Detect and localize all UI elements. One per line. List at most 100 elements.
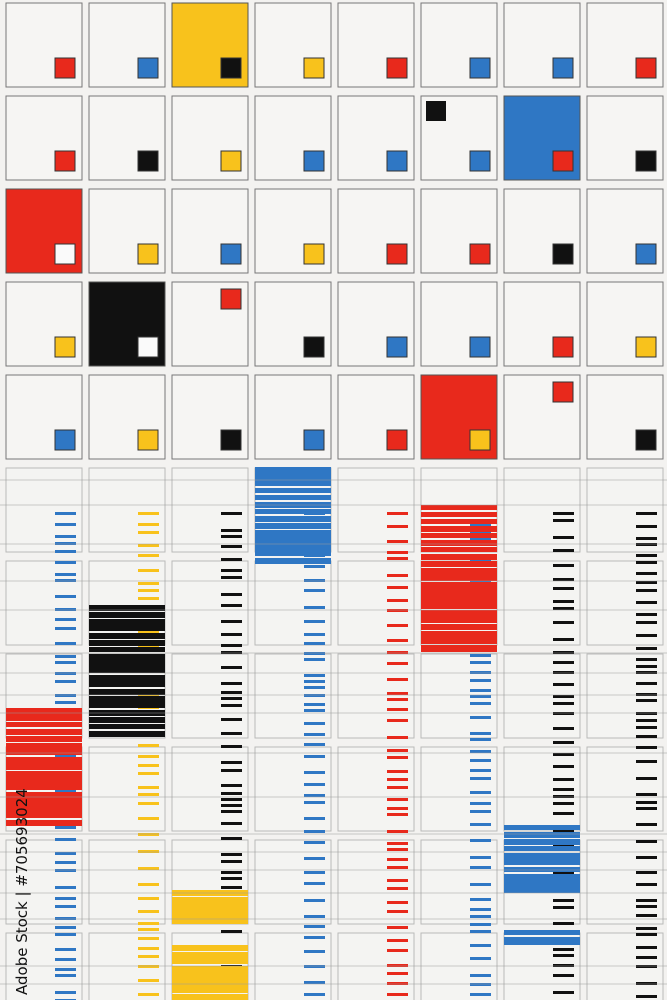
small-square [54,429,76,451]
stripe [387,749,408,752]
block-stripe [89,661,165,668]
stripe [304,686,325,689]
stripe [55,661,76,664]
block-stripe [6,743,82,750]
small-square [54,57,76,79]
stripe [304,620,325,623]
block-stripe [6,715,82,721]
stripe [553,778,574,781]
stripe [553,829,574,832]
stripe [304,899,325,902]
stripe [221,529,242,532]
stripe [304,817,325,820]
small-square [137,336,159,358]
stripe [553,802,574,805]
stripe [221,512,242,515]
stripe [387,624,408,627]
block-stripe [421,561,497,567]
stripe [636,699,657,702]
stripe [470,883,491,886]
stripe [470,716,491,719]
stripe [304,722,325,725]
stripe [221,633,242,636]
stripe [55,523,76,526]
block-stripe [504,839,580,845]
block-stripe [89,647,165,652]
block-stripe [421,505,497,510]
stripe [470,702,491,705]
stripe [221,666,242,669]
stripe [221,745,242,748]
small-square [469,150,491,172]
stripe [636,840,657,843]
block-stripe [504,860,580,865]
stripe [636,712,657,715]
block-stripe [421,624,497,630]
block-stripe [172,994,248,1000]
stripe [387,786,408,789]
stripe [636,899,657,902]
stripe [636,693,657,696]
stripe [138,597,159,600]
block-stripe [421,645,497,652]
small-square [635,336,657,358]
stripe [304,794,325,797]
small-square [303,336,325,358]
stripe [553,702,574,705]
block-stripe [421,603,497,609]
stripe [138,955,159,958]
small-square [220,429,242,451]
stripe [304,674,325,677]
stripe [138,582,159,585]
block-stripe [6,750,82,755]
stripe [55,968,76,971]
stripe [304,871,325,874]
small-square [220,243,242,265]
stripe [138,793,159,796]
block-stripe [6,736,82,742]
stripe [470,944,491,947]
stripe [553,661,574,664]
stripe [387,901,408,904]
stripe [55,838,76,841]
block-stripe [255,467,331,474]
stripe [55,642,76,645]
stripe [387,698,408,701]
stripe [304,680,325,683]
stripe [221,853,242,856]
stripe [636,665,657,668]
stripe [636,946,657,949]
block-stripe [89,724,165,729]
stripe [470,689,491,692]
stripe [387,778,408,781]
block-stripe [172,987,248,993]
block-stripe [255,558,331,564]
stripe [221,718,242,721]
stripe [553,788,574,791]
small-square [635,429,657,451]
stripe [55,694,76,697]
stripe [553,607,574,610]
small-square [635,57,657,79]
stripe [636,746,657,749]
block-stripe [421,512,497,517]
stripe [55,917,76,920]
stripe [138,544,159,547]
small-square [137,243,159,265]
stripe [221,593,242,596]
stripe [553,651,574,654]
stripe [221,576,242,579]
stripe [304,652,325,655]
stripe [304,633,325,636]
stripe [55,861,76,864]
block-stripe [89,675,165,682]
small-square [469,429,491,451]
small-square [426,101,446,121]
stripe [304,830,325,833]
stripe [387,736,408,739]
block-stripe [421,575,497,581]
stripe [387,807,408,810]
stripe [387,842,408,845]
block-stripe [504,853,580,860]
block-stripe [6,792,82,800]
